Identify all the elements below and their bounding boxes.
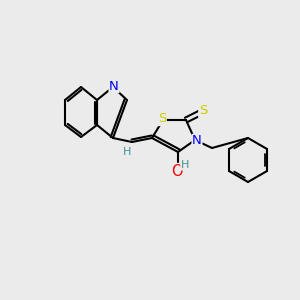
Text: H: H [181,160,189,170]
Text: H: H [123,147,131,157]
Text: O: O [171,164,183,178]
Text: N: N [109,80,119,92]
Text: S: S [158,112,166,125]
Text: N: N [192,134,202,148]
Text: S: S [199,104,207,118]
